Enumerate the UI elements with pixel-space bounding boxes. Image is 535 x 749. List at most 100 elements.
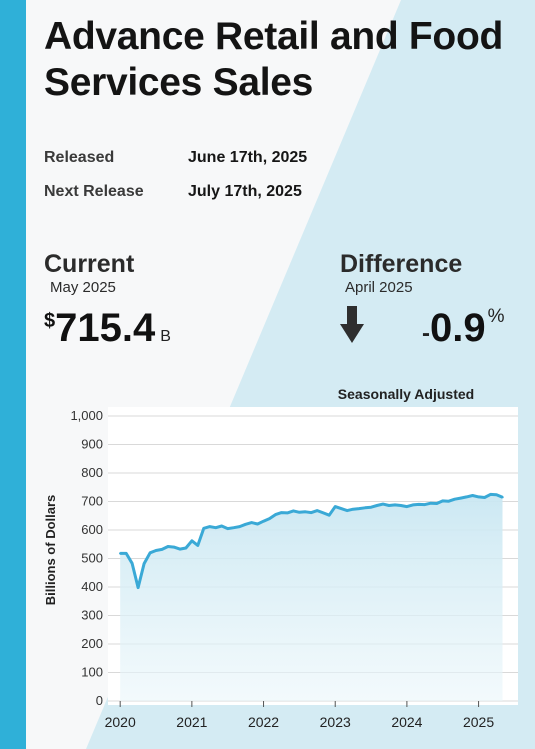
data-point <box>316 509 319 512</box>
difference-value: 0.9 <box>430 306 486 350</box>
data-point <box>238 525 241 528</box>
current-unit: B <box>160 328 171 345</box>
y-tick-label: 800 <box>81 465 103 480</box>
data-point <box>130 562 134 565</box>
data-point <box>202 527 205 530</box>
data-point <box>304 510 307 513</box>
data-point <box>495 493 498 496</box>
data-point <box>471 494 474 497</box>
data-point <box>357 507 361 510</box>
released-value: June 17th, 2025 <box>188 149 308 166</box>
data-point <box>387 504 391 507</box>
data-point <box>465 495 468 499</box>
y-axis-label: Billions of Dollars <box>43 495 58 606</box>
data-points <box>119 493 504 589</box>
data-point <box>226 527 229 530</box>
data-point <box>142 562 146 565</box>
next-release-value: July 17th, 2025 <box>188 183 302 200</box>
current-heading: Current <box>44 250 135 278</box>
data-point <box>429 502 432 505</box>
x-ticks: 2020 2021 2022 2023 2024 2025 <box>105 701 494 730</box>
accent-bar <box>0 0 26 749</box>
data-point <box>166 545 170 548</box>
data-point <box>369 506 373 509</box>
data-point <box>286 511 289 515</box>
data-point <box>363 506 367 509</box>
y-tick-label: 600 <box>81 522 103 537</box>
x-tick-label: 2021 <box>176 714 207 730</box>
data-point <box>292 509 295 513</box>
data-point <box>346 509 349 512</box>
current-period: May 2025 <box>50 279 116 296</box>
data-point <box>381 502 385 506</box>
data-point <box>148 551 152 554</box>
current-value-group: $715.4 B <box>44 306 171 351</box>
data-point <box>453 498 456 501</box>
data-point <box>244 523 247 526</box>
data-point <box>256 522 259 526</box>
page-title: Advance Retail and Food Services Sales <box>44 15 504 104</box>
data-point <box>351 508 355 511</box>
data-point <box>280 511 283 514</box>
data-point <box>262 520 265 523</box>
difference-unit: % <box>487 306 505 327</box>
data-point <box>310 511 313 514</box>
data-point <box>232 526 235 529</box>
data-point <box>172 545 176 549</box>
data-point <box>328 514 331 517</box>
x-tick-label: 2024 <box>391 714 422 730</box>
data-point <box>250 521 253 524</box>
down-arrow-icon <box>340 306 364 343</box>
data-point <box>208 525 211 528</box>
x-tick-label: 2025 <box>463 714 494 730</box>
data-point <box>184 546 188 550</box>
x-tick-label: 2023 <box>320 714 351 730</box>
y-tick-label: 400 <box>81 579 103 594</box>
released-label: Released <box>44 149 115 166</box>
y-tick-label: 700 <box>81 494 103 509</box>
data-point <box>441 499 444 503</box>
data-point <box>125 552 128 555</box>
y-tick-label: 200 <box>81 636 103 651</box>
difference-sign: - <box>422 320 430 347</box>
y-tick-label: 500 <box>81 551 103 566</box>
data-point <box>160 548 164 551</box>
y-ticks: 0 100 200 300 400 500 600 700 800 900 1,000 <box>70 408 103 708</box>
data-point <box>501 496 504 499</box>
data-point <box>435 502 438 505</box>
data-point <box>274 513 277 516</box>
currency-symbol: $ <box>44 310 56 332</box>
data-point <box>405 505 409 508</box>
data-point <box>411 503 415 507</box>
data-point <box>268 517 271 520</box>
data-point <box>178 547 182 551</box>
data-point <box>190 539 194 542</box>
y-tick-label: 900 <box>81 437 103 452</box>
data-point <box>220 524 223 528</box>
chart-title: Seasonally Adjusted <box>338 386 474 402</box>
data-point <box>417 503 420 506</box>
data-point <box>136 586 140 589</box>
data-point <box>459 496 462 500</box>
y-tick-label: 100 <box>81 665 103 680</box>
data-point <box>489 493 492 496</box>
y-tick-label: 1,000 <box>70 408 103 423</box>
data-point <box>483 496 486 499</box>
data-point <box>119 552 122 555</box>
data-point <box>322 511 325 515</box>
data-point <box>340 507 343 510</box>
data-point <box>375 504 379 507</box>
difference-period: April 2025 <box>345 279 413 296</box>
difference-heading: Difference <box>340 250 463 278</box>
data-point <box>393 503 397 507</box>
data-point <box>154 549 158 552</box>
data-point <box>334 505 337 508</box>
series-area <box>120 494 503 701</box>
next-release-label: Next Release <box>44 183 144 200</box>
difference-value-group: -0.9% <box>422 306 505 351</box>
x-tick-label: 2022 <box>248 714 279 730</box>
data-point <box>399 504 403 507</box>
data-point <box>447 500 450 503</box>
data-point <box>214 526 217 529</box>
x-tick-label: 2020 <box>105 714 136 730</box>
